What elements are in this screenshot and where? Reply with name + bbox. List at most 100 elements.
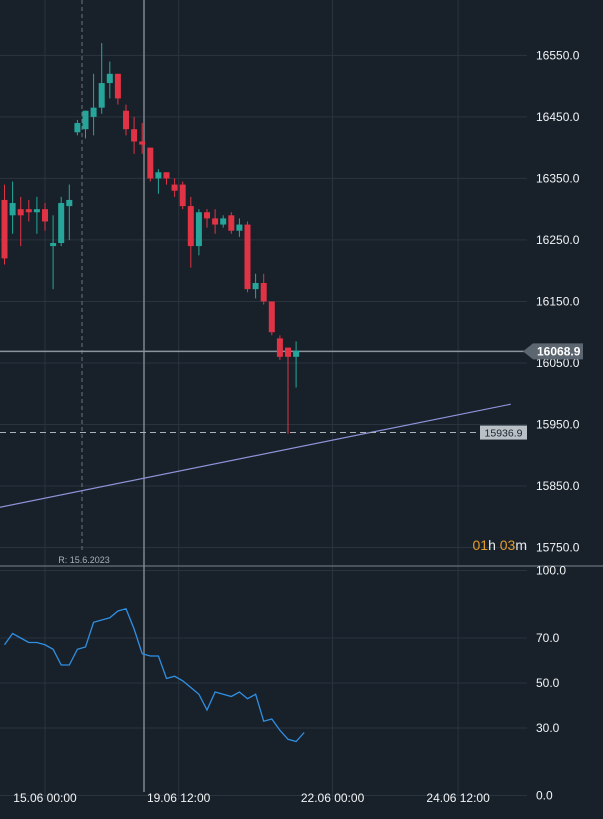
candle-body: [123, 110, 129, 130]
dashed-level-tag: [480, 425, 527, 440]
candle[interactable]: [260, 273, 267, 305]
candle[interactable]: [90, 73, 97, 136]
price-axis-tick: 15850.0: [536, 479, 580, 493]
candle[interactable]: [276, 335, 283, 360]
candle[interactable]: [139, 123, 146, 154]
candle[interactable]: [195, 209, 202, 256]
time-axis-tick: 15.06 00:00: [13, 791, 77, 805]
candle-body: [114, 73, 121, 99]
candle[interactable]: [212, 209, 219, 234]
candle-body: [228, 215, 235, 231]
current-price-tag: [523, 343, 583, 360]
candle-body: [147, 147, 154, 179]
candle-body: [220, 218, 227, 225]
candle-body: [74, 123, 81, 133]
price-axis-tick: 16250.0: [536, 233, 580, 247]
candle-body: [171, 184, 178, 191]
candle-body: [244, 224, 251, 290]
candle[interactable]: [58, 196, 65, 247]
candle[interactable]: [82, 110, 89, 139]
candle-body: [155, 172, 162, 179]
candle-body: [1, 199, 8, 259]
candle-body: [82, 110, 89, 130]
candle[interactable]: [236, 218, 243, 237]
candle[interactable]: [17, 196, 24, 247]
candle[interactable]: [98, 43, 105, 114]
candle-body: [252, 283, 259, 290]
rsi-axis-tick: 50.0: [536, 676, 560, 690]
candle[interactable]: [66, 184, 73, 240]
price-axis-tick: 15950.0: [536, 418, 580, 432]
time-axis-tick: 19.06 12:00: [147, 791, 211, 805]
candle-body: [204, 212, 210, 219]
candle[interactable]: [33, 196, 40, 234]
price-axis-tick: 16350.0: [536, 171, 580, 185]
candle-body: [236, 224, 243, 231]
candle-body: [293, 350, 300, 357]
candle-body: [260, 283, 267, 302]
candle[interactable]: [244, 221, 251, 293]
candle-body: [268, 301, 275, 333]
candle[interactable]: [171, 178, 178, 197]
candle-body: [179, 184, 186, 207]
candle[interactable]: [123, 104, 129, 136]
candle-countdown: 01h 03m: [472, 537, 527, 553]
candle[interactable]: [163, 172, 170, 185]
candle-body: [42, 209, 48, 222]
candle[interactable]: [285, 347, 291, 434]
price-axis-tick: 16150.0: [536, 294, 580, 308]
candle-body: [131, 129, 138, 142]
candle-body: [98, 83, 105, 108]
price-axis-tick: 16650.0: [536, 0, 580, 1]
candle-body: [58, 203, 65, 244]
candle[interactable]: [74, 119, 81, 136]
candle-body: [106, 73, 113, 84]
price-axis-tick: 16050.0: [536, 356, 580, 370]
candle-body: [163, 172, 170, 179]
candle[interactable]: [204, 209, 210, 228]
rsi-axis-tick: 70.0: [536, 631, 560, 645]
trendline[interactable]: [0, 403, 511, 509]
price-axis-tick: 15750.0: [536, 541, 580, 555]
candle-body: [139, 141, 146, 145]
candle[interactable]: [1, 184, 8, 265]
price-axis-tick: 16450.0: [536, 110, 580, 124]
candle-body: [9, 203, 16, 216]
candle[interactable]: [187, 196, 194, 268]
candle-body: [195, 212, 202, 247]
candle-body: [212, 218, 219, 225]
candle[interactable]: [114, 73, 121, 105]
candle[interactable]: [268, 301, 275, 336]
rsi-axis-tick: 0.0: [536, 789, 553, 803]
candle[interactable]: [106, 61, 113, 99]
candle[interactable]: [155, 169, 162, 194]
candle[interactable]: [25, 199, 32, 222]
candle[interactable]: [252, 273, 259, 299]
candle[interactable]: [131, 116, 138, 154]
candle[interactable]: [293, 341, 300, 388]
rsi-axis-tick: 30.0: [536, 721, 560, 735]
candle-body: [50, 243, 57, 247]
candle[interactable]: [179, 181, 186, 210]
candle-body: [17, 209, 24, 216]
candle-body: [276, 338, 283, 357]
candle[interactable]: [147, 147, 154, 182]
rsi-line: [3, 607, 305, 743]
candle-body: [285, 347, 291, 357]
rsi-axis-tick: 100.0: [536, 564, 566, 578]
time-axis-tick: 24.06 12:00: [426, 791, 490, 805]
candle-body: [33, 209, 40, 213]
marker-date-label: R: 15.6.2023: [58, 555, 110, 565]
candle-body: [25, 209, 32, 213]
price-axis-tick: 16550.0: [536, 48, 580, 62]
time-axis-tick: 22.06 00:00: [301, 791, 365, 805]
candle[interactable]: [220, 215, 227, 228]
dashed-level-label: 15936.9: [485, 428, 523, 440]
candle[interactable]: [9, 181, 16, 234]
candle-body: [66, 199, 73, 207]
candle[interactable]: [50, 215, 57, 290]
candle[interactable]: [228, 212, 235, 234]
candle[interactable]: [42, 203, 48, 231]
